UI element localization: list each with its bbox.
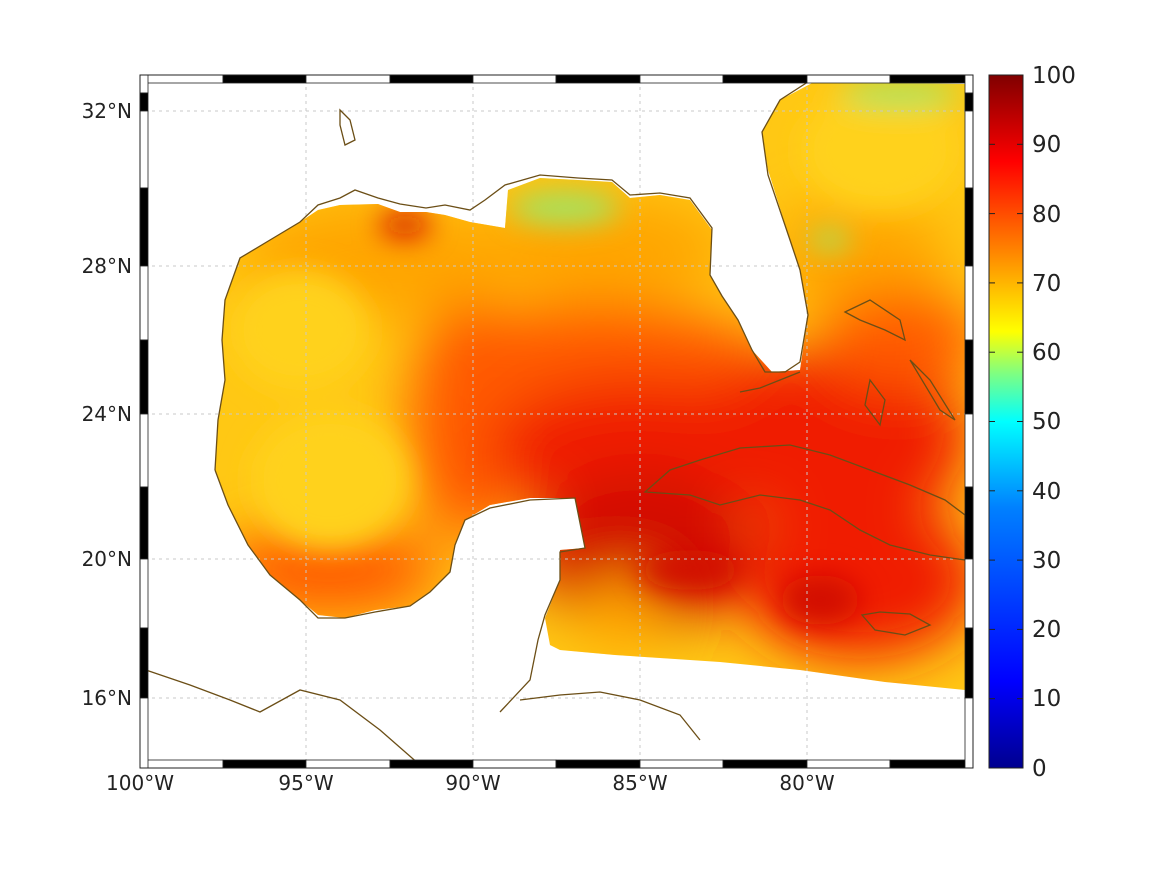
frame-left-segment bbox=[139, 339, 149, 415]
lat-label-32n: 32°N bbox=[82, 99, 132, 123]
frame-top-segment bbox=[722, 74, 808, 84]
latitude-labels: 32°N 28°N 24°N 20°N 16°N bbox=[82, 99, 132, 710]
frame-bottom-segment bbox=[806, 759, 891, 769]
gulf-coast-north bbox=[214, 77, 815, 471]
frame-right-segment bbox=[964, 187, 974, 267]
lon-label-100w: 100°W bbox=[106, 771, 174, 795]
frame-left-segment bbox=[139, 110, 149, 189]
frame-bottom-segment bbox=[555, 759, 641, 769]
frame-top-segment bbox=[305, 74, 391, 84]
frame-right-segment bbox=[964, 413, 974, 488]
colorbar-label-60: 60 bbox=[1032, 340, 1061, 366]
frame-bottom-segment bbox=[472, 759, 557, 769]
colorbar-label-30: 30 bbox=[1032, 548, 1061, 574]
frame-left-segment bbox=[139, 558, 149, 629]
frame-top-segment bbox=[555, 74, 641, 84]
frame-right-segment bbox=[964, 339, 974, 415]
colorbar-label-80: 80 bbox=[1032, 202, 1061, 228]
honduras-coast bbox=[519, 691, 701, 741]
frame-top-segment bbox=[139, 74, 224, 84]
frame-top-segment bbox=[639, 74, 724, 84]
probability-field bbox=[215, 82, 965, 690]
frame-top-segment bbox=[806, 74, 891, 84]
frame-outline bbox=[139, 74, 974, 769]
frame-top-segment bbox=[472, 74, 557, 84]
frame-bottom-segment bbox=[139, 759, 224, 769]
frame-left-segment bbox=[139, 265, 149, 341]
frame-top-segment bbox=[889, 74, 974, 84]
frame-left-segment bbox=[139, 413, 149, 488]
lat-label-16n: 16°N bbox=[82, 686, 132, 710]
lat-label-24n: 24°N bbox=[82, 402, 132, 426]
frame-left-segment bbox=[139, 92, 149, 112]
lon-label-85w: 85°W bbox=[612, 771, 667, 795]
frame-right-segment bbox=[964, 627, 974, 699]
colorbar-label-100: 100 bbox=[1032, 63, 1076, 89]
colorbar-label-0: 0 bbox=[1032, 756, 1047, 782]
colorbar-label-50: 50 bbox=[1032, 409, 1061, 435]
frame-top-segment bbox=[389, 74, 474, 84]
lon-label-90w: 90°W bbox=[445, 771, 500, 795]
frame-left-segment bbox=[139, 187, 149, 267]
frame-right-segment bbox=[964, 92, 974, 112]
gulf-coast-west-south bbox=[214, 469, 586, 713]
frame-left-segment bbox=[139, 627, 149, 699]
central-america-coast bbox=[139, 667, 421, 766]
frame-bottom-segment bbox=[889, 759, 974, 769]
colorbar: 100 90 80 70 60 50 40 30 20 10 0 bbox=[988, 63, 1076, 782]
frame-top-segment bbox=[222, 74, 307, 84]
frame-left-segment bbox=[139, 486, 149, 560]
frame-right-segment bbox=[964, 486, 974, 560]
frame-right-segment bbox=[964, 265, 974, 341]
longitude-labels: 100°W 95°W 90°W 85°W 80°W bbox=[106, 771, 835, 795]
lat-label-20n: 20°N bbox=[82, 547, 132, 571]
lon-label-80w: 80°W bbox=[779, 771, 834, 795]
graticule-grid bbox=[145, 80, 966, 762]
lon-label-95w: 95°W bbox=[278, 771, 333, 795]
frame-right-segment bbox=[964, 110, 974, 189]
colorbar-label-40: 40 bbox=[1032, 479, 1061, 505]
colorbar-label-70: 70 bbox=[1032, 271, 1061, 297]
colorbar-label-10: 10 bbox=[1032, 686, 1061, 712]
frame-bottom-segment bbox=[305, 759, 391, 769]
frame-left-segment bbox=[139, 74, 149, 94]
lat-label-28n: 28°N bbox=[82, 254, 132, 278]
map-frame bbox=[139, 74, 974, 769]
frame-bottom-segment bbox=[222, 759, 307, 769]
frame-bottom-segment bbox=[389, 759, 474, 769]
jamaica bbox=[860, 611, 932, 636]
frame-left-segment bbox=[139, 697, 149, 769]
bahamas bbox=[843, 299, 956, 427]
frame-right-segment bbox=[964, 697, 974, 769]
inland-lake bbox=[339, 108, 356, 146]
keys bbox=[739, 371, 801, 393]
frame-bottom-segment bbox=[722, 759, 808, 769]
coastline bbox=[139, 77, 966, 766]
colorbar-label-90: 90 bbox=[1032, 132, 1061, 158]
frame-right-segment bbox=[964, 558, 974, 629]
colorbar-label-20: 20 bbox=[1032, 617, 1061, 643]
frame-bottom-segment bbox=[639, 759, 724, 769]
frame-right-segment bbox=[964, 74, 974, 94]
